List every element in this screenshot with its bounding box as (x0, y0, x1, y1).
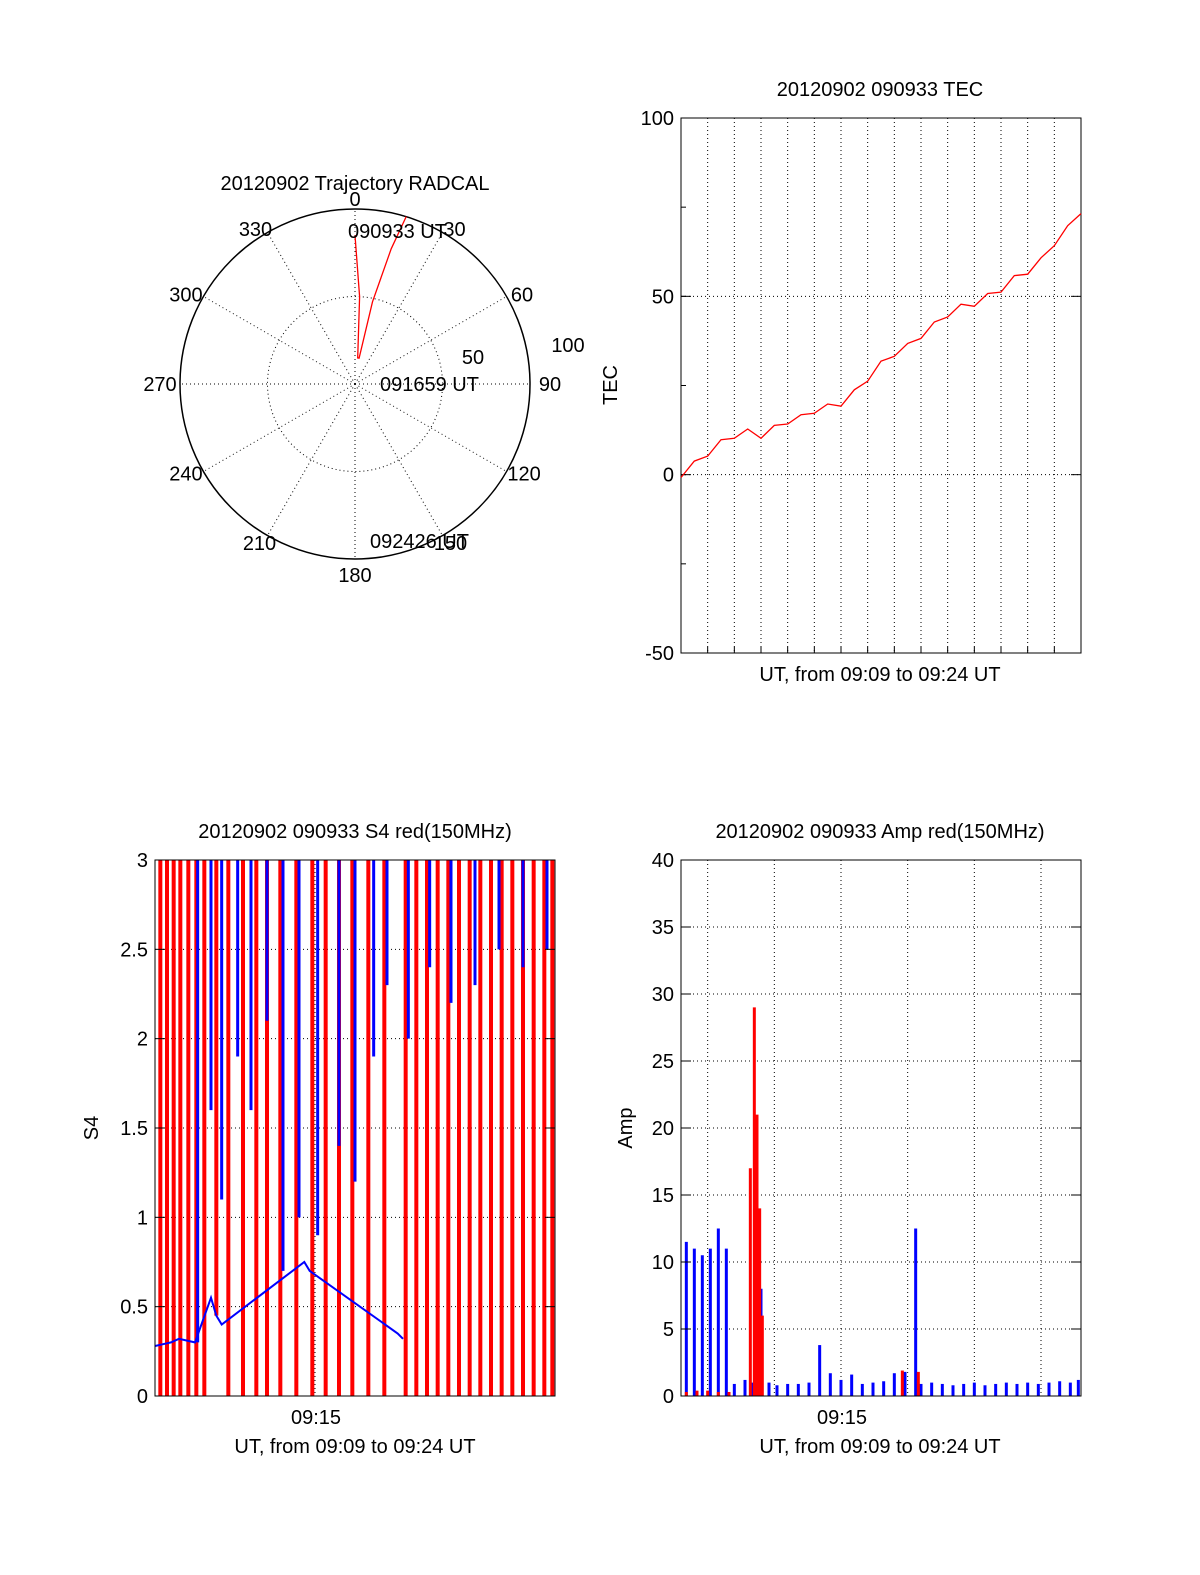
amp-chart: 20120902 090933 Amp red(150MHz) 0 5 10 15 20… (615, 821, 1082, 1458)
tec-title: 20120902 090933 TEC (777, 79, 983, 101)
amp-title: 20120902 090933 Amp red(150MHz) (715, 821, 1044, 843)
polar-angle-label: 120 (507, 464, 540, 486)
s4-title: 20120902 090933 S4 red(150MHz) (198, 821, 512, 843)
s4-tick-label: 1 (137, 1207, 148, 1229)
polar-angle-label: 60 (511, 285, 533, 307)
amp-x-axis-label: UT, from 09:09 to 09:24 UT (759, 1436, 1000, 1458)
amp-tick-label: 35 (652, 917, 674, 939)
amp-tick-label: 30 (652, 984, 674, 1006)
polar-spoke (267, 383, 356, 536)
polar-outer-circle (179, 208, 531, 560)
polar-angle-label: 300 (169, 285, 202, 307)
polar-spoke (354, 383, 443, 536)
polar-angle-label: 180 (338, 565, 371, 587)
trajectory-line (354, 216, 407, 359)
s4-tick-label: 1.5 (120, 1118, 148, 1140)
amp-grid (681, 859, 1081, 1397)
tec-tick-label: 50 (652, 286, 674, 308)
tec-x-axis-label: UT, from 09:09 to 09:24 UT (759, 664, 1000, 686)
polar-spoke (354, 296, 507, 385)
amp-y-ticks: 0 5 10 15 20 25 30 35 40 (652, 850, 1081, 1408)
polar-radial-label-50: 50 (462, 347, 484, 369)
s4-x-axis-label: UT, from 09:09 to 09:24 UT (234, 1436, 475, 1458)
polar-angle-label: 210 (243, 533, 276, 555)
tec-plot-frame (680, 117, 1082, 654)
tec-series-line (680, 213, 1082, 478)
s4-marks (154, 860, 555, 1396)
polar-spoke (354, 383, 507, 472)
trajectory-polar-chart: 20120902 Trajectory RADCAL 0 30 60 90 120 150… (143, 173, 584, 587)
polar-spoke (354, 232, 443, 385)
amp-tick-label: 15 (652, 1185, 674, 1207)
amp-tick-label: 10 (652, 1252, 674, 1274)
polar-angle-labels: 0 30 60 90 120 150 180 210 240 270 300 330 (143, 189, 561, 587)
amp-tick-label: 5 (663, 1319, 674, 1341)
polar-angle-label: 30 (443, 219, 465, 241)
tec-grid (681, 117, 1081, 654)
tec-tick-label: 0 (663, 465, 674, 487)
amp-tick-label: 40 (652, 850, 674, 872)
s4-chart: 20120902 090933 S4 red(150MHz) 0 0.5 1 1.5 2… (81, 821, 556, 1458)
polar-angle-label: 330 (239, 219, 272, 241)
polar-angle-label: 150 (434, 533, 467, 555)
polar-angle-label: 90 (539, 374, 561, 396)
polar-spoke (267, 232, 356, 385)
amp-marks (684, 1007, 1080, 1396)
s4-x-tick-label: 09:15 (291, 1407, 341, 1429)
s4-y-axis-label: S4 (81, 1116, 103, 1140)
polar-angle-label: 0 (349, 189, 360, 211)
amp-tick-label: 25 (652, 1051, 674, 1073)
polar-inner-circle (267, 296, 443, 472)
tec-tick-label: 100 (641, 108, 674, 130)
tec-y-axis-label: TEC (600, 365, 622, 405)
s4-tick-label: 0.5 (120, 1297, 148, 1319)
s4-tick-label: 0 (137, 1386, 148, 1408)
amp-y-axis-label: Amp (615, 1107, 637, 1148)
polar-title: 20120902 Trajectory RADCAL (220, 173, 489, 195)
polar-angle-label: 270 (143, 374, 176, 396)
amp-x-tick-label: 09:15 (817, 1407, 867, 1429)
amp-tick-label: 0 (663, 1386, 674, 1408)
trajectory-end-label: 092426 UT (370, 531, 469, 553)
trajectory-mid-label: 091659 UT (380, 374, 479, 396)
s4-tick-label: 2.5 (120, 939, 148, 961)
amp-tick-label: 20 (652, 1118, 674, 1140)
s4-tick-label: 3 (137, 850, 148, 872)
tec-tick-label: -50 (645, 643, 674, 665)
tec-line-chart: 20120902 090933 TEC -50 0 50 100 TEC UT, fr… (600, 79, 1082, 686)
polar-angle-label: 240 (169, 464, 202, 486)
polar-radial-label-100: 100 (551, 335, 584, 357)
tec-y-ticks: -50 0 50 100 (641, 108, 1081, 665)
trajectory-start-label: 090933 UT (348, 221, 447, 243)
s4-y-ticks: 0 0.5 1 1.5 2 2.5 3 (120, 850, 555, 1408)
s4-tick-label: 2 (137, 1029, 148, 1051)
s4-blue-trace (154, 1260, 404, 1347)
